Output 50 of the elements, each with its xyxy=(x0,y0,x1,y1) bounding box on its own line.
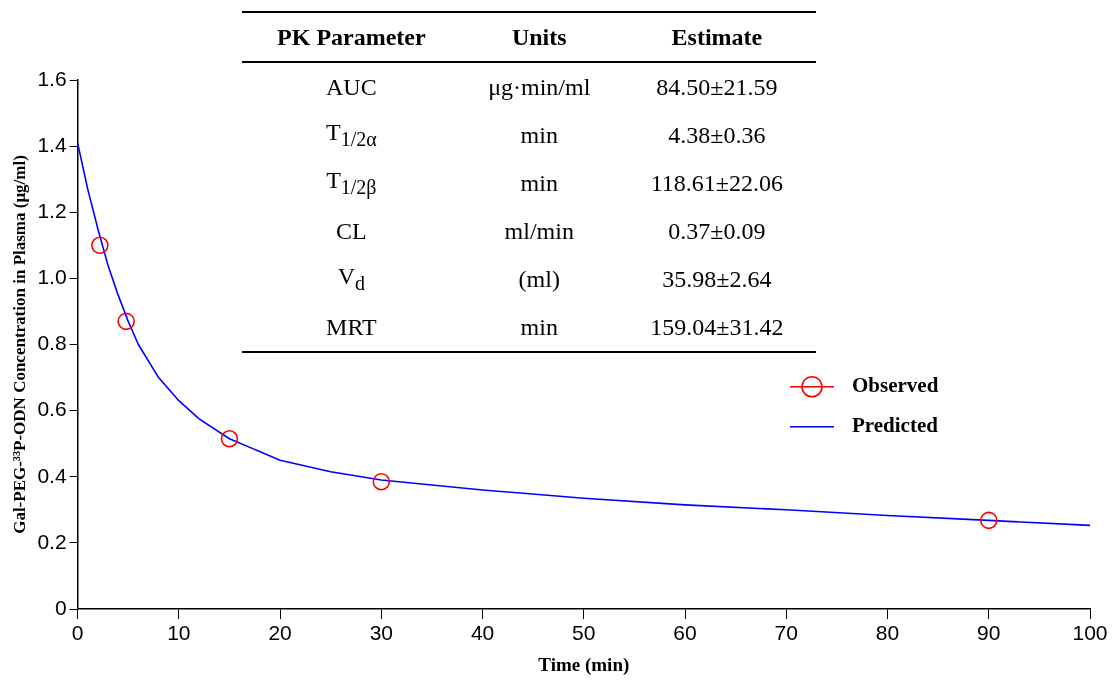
x-tick-label: 40 xyxy=(470,621,495,645)
annotation: μg·min/ml xyxy=(487,72,592,102)
point xyxy=(372,472,391,491)
annotation: (ml) xyxy=(517,264,561,294)
y-tick-label: 1.6 xyxy=(37,66,67,90)
point xyxy=(220,429,239,448)
text: Estimate xyxy=(670,22,764,52)
x-tick-label: 10 xyxy=(167,621,191,645)
x-tick-label: 0 xyxy=(71,621,84,645)
y-tick-label: 1.2 xyxy=(37,199,67,223)
point xyxy=(979,511,998,530)
text: Units xyxy=(510,22,568,52)
x-tick-label: 70 xyxy=(774,621,798,645)
annotation: CL xyxy=(335,216,368,246)
annotation: MRT xyxy=(325,312,378,342)
x-tick-label: 30 xyxy=(369,621,393,645)
x-tick-label: 80 xyxy=(875,621,900,645)
annotation: ml/min xyxy=(503,216,575,246)
annotation: 118.61±22.06 xyxy=(649,168,784,198)
annotation: V$_{d}$ xyxy=(336,262,366,296)
x-tick-label: 50 xyxy=(572,621,596,645)
y-tick-label: 1.0 xyxy=(37,265,67,289)
annotation: 0.37±0.09 xyxy=(667,216,767,246)
annotation: 35.98±2.64 xyxy=(661,264,773,294)
y-tick-label: 0.6 xyxy=(37,397,67,421)
annotation: T$_{1/2α}$ xyxy=(325,118,378,152)
y-tick-label: 1.4 xyxy=(37,132,67,156)
x-tick-label: 100 xyxy=(1072,621,1108,645)
point xyxy=(91,236,109,255)
y-tick-label: 0 xyxy=(54,595,67,619)
y-axis-title: Gal-PEG-³³P-ODN Concentration in Plasma (μg/ml) xyxy=(9,155,29,534)
text: PK Parameter xyxy=(276,22,427,52)
annotation: min xyxy=(519,168,559,198)
annotation: T$_{1/2β}$ xyxy=(325,166,378,201)
legend-label: Observed xyxy=(852,373,939,398)
y-tick-label: 0.2 xyxy=(37,529,67,553)
x-tick-label: 90 xyxy=(977,621,1001,645)
annotation: AUC xyxy=(325,72,378,102)
x-tick-label: 60 xyxy=(673,621,697,645)
point xyxy=(117,312,135,331)
x-tick-label: 20 xyxy=(268,621,292,645)
x-axis-title: Time (min) xyxy=(538,653,630,676)
annotation: 159.04±31.42 xyxy=(649,312,785,342)
annotation: 4.38±0.36 xyxy=(667,120,767,150)
annotation: min xyxy=(519,120,559,150)
y-tick-label: 0.4 xyxy=(37,463,67,487)
legend-label: Predicted xyxy=(852,413,939,438)
annotation: min xyxy=(519,312,559,342)
annotation: 84.50±21.59 xyxy=(655,72,779,102)
y-tick-label: 0.8 xyxy=(37,331,67,355)
